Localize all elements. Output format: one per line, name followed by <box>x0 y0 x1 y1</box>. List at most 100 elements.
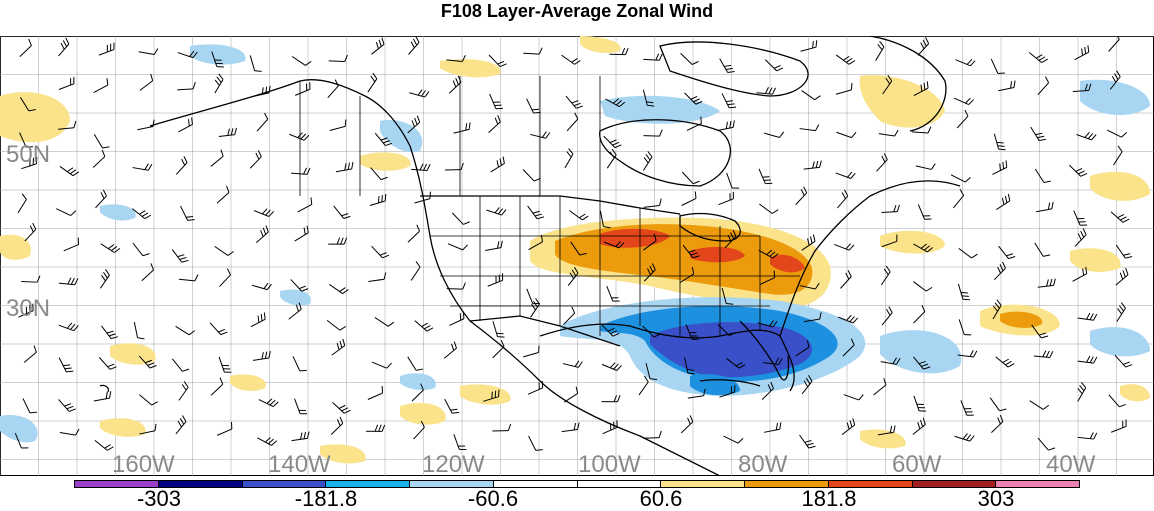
wind-barb <box>913 395 927 412</box>
wind-barb <box>210 377 224 396</box>
wind-barb <box>292 356 307 372</box>
wind-barb <box>291 431 310 442</box>
wind-barb <box>873 378 887 396</box>
wind-barb <box>93 134 110 149</box>
alaska-coast <box>149 79 411 147</box>
wind-barb <box>684 92 703 105</box>
wind-barb <box>1072 83 1092 93</box>
wind-barb <box>913 305 926 324</box>
wind-barb <box>180 205 195 221</box>
wind-barb <box>21 156 38 170</box>
lon-label-80w: 80W <box>738 451 788 478</box>
wind-barb <box>258 398 279 408</box>
wind-barb <box>139 73 154 91</box>
wind-barb <box>913 281 933 292</box>
wind-barb <box>374 317 395 327</box>
wind-barb <box>449 311 465 326</box>
wind-barb <box>175 415 187 435</box>
wind-barb <box>58 120 77 130</box>
wind-barb <box>1030 126 1047 142</box>
wind-barb <box>1033 350 1054 359</box>
wind-barb <box>367 72 378 93</box>
colorbar-segment <box>410 481 494 487</box>
wind-barb <box>443 341 457 359</box>
colorbar-label-181-8: 181.8 <box>801 486 857 511</box>
wind-barb <box>407 224 420 243</box>
wind-barb <box>371 361 392 369</box>
wind-barb <box>24 222 37 242</box>
wind-barb <box>953 97 974 106</box>
wind-barb <box>602 420 618 435</box>
wind-barb <box>1114 354 1133 368</box>
wind-barb <box>100 243 121 253</box>
wind-barb <box>56 208 77 217</box>
wind-barb <box>489 93 503 110</box>
wind-barb <box>453 434 467 450</box>
lon-label-100w: 100W <box>578 451 641 478</box>
wind-barb <box>601 324 620 337</box>
wind-barb <box>93 78 109 93</box>
wind-barb <box>642 89 655 107</box>
wind-barb <box>414 191 432 204</box>
wind-map <box>0 36 1154 476</box>
wind-barb <box>177 50 198 59</box>
wind-barb <box>998 80 1016 92</box>
wind-barb <box>721 287 734 305</box>
wind-barb <box>801 375 813 395</box>
wind-barb <box>838 314 859 324</box>
wind-barb <box>950 174 971 183</box>
wind-barb <box>915 163 936 170</box>
wind-barb <box>255 225 269 243</box>
colorbar-segment <box>745 481 829 487</box>
wind-barb <box>219 268 231 287</box>
wind-barb <box>642 233 657 251</box>
wind-barb <box>132 163 153 171</box>
wind-barb <box>881 204 900 214</box>
wind-barb <box>687 388 706 399</box>
wind-barb <box>911 126 932 134</box>
wind-barb <box>58 322 79 332</box>
wind-barb <box>998 245 1016 260</box>
wind-barb <box>216 422 233 436</box>
wind-barb <box>101 325 119 340</box>
wind-barb <box>210 149 224 167</box>
colorbar-segment <box>242 481 327 487</box>
wind-barb <box>58 277 79 286</box>
wind-barbs <box>14 36 1133 451</box>
wind-barb <box>99 269 110 289</box>
wind-barb <box>139 394 159 406</box>
wind-barb <box>835 82 853 95</box>
wind-barb <box>486 207 507 216</box>
wind-barb <box>488 115 501 134</box>
wind-barb <box>912 356 931 370</box>
wind-barb <box>490 156 505 173</box>
lat-label-50n: 50N <box>6 141 51 168</box>
wind-barb <box>1113 145 1123 166</box>
wind-barb <box>1034 168 1051 183</box>
lon-label-60w: 60W <box>892 451 942 478</box>
wind-barb <box>836 189 849 209</box>
wind-barb <box>294 82 311 96</box>
wind-barb <box>444 398 460 414</box>
wind-barb <box>840 270 852 289</box>
wind-barb <box>834 243 855 251</box>
wind-barb <box>842 338 855 357</box>
wind-barb <box>686 116 702 131</box>
wind-barb <box>724 229 737 249</box>
wind-barb <box>291 167 311 175</box>
wind-barb <box>528 435 543 451</box>
wind-barb <box>718 191 734 206</box>
wind-barb <box>993 133 1006 151</box>
wind-barb <box>877 425 896 436</box>
wind-barb <box>328 54 348 63</box>
wind-barb <box>843 394 864 401</box>
wind-barb <box>638 375 649 396</box>
wind-barb <box>21 275 41 283</box>
wind-barb <box>995 356 1015 368</box>
wind-barb <box>371 245 390 259</box>
wind-barb <box>411 383 424 402</box>
wind-barb <box>332 401 351 414</box>
wind-barb <box>562 360 583 368</box>
wind-barb <box>408 36 420 55</box>
wind-barb <box>414 320 434 332</box>
